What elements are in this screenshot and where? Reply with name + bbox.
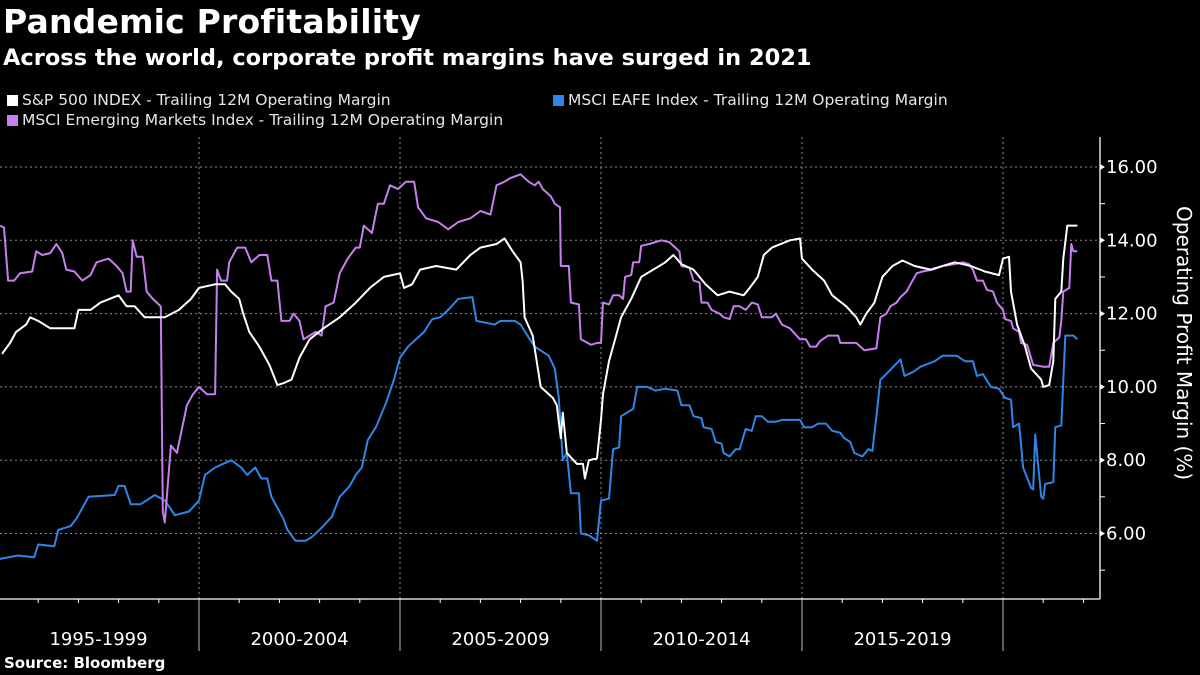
y-tick-marker	[1100, 457, 1105, 464]
y-tick-label: 6.00	[1106, 524, 1146, 545]
x-period-label: 1995-1999	[49, 629, 147, 650]
y-tick-label: 16.00	[1106, 157, 1158, 178]
y-tick-label: 14.00	[1106, 230, 1158, 251]
legend-swatch-sp500	[7, 94, 18, 106]
x-period-labels: 1995-1999 2000-2004 2005-2009 2010-2014 2015…	[49, 629, 951, 650]
series-line-em	[0, 173, 1078, 524]
y-tick-marker	[1100, 530, 1105, 537]
horizontal-gridlines	[0, 166, 1100, 534]
axes	[0, 137, 1105, 603]
series-line-sp500	[1, 224, 1078, 480]
chart-title: Pandemic Profitability	[3, 2, 421, 41]
y-axis-title: Operating Profit Margin (%)	[1172, 206, 1196, 480]
x-period-label: 2010-2014	[652, 629, 750, 650]
legend-label-eafe: MSCI EAFE Index - Trailing 12M Operating…	[568, 91, 948, 109]
legend-swatch-em	[7, 114, 18, 126]
legend-label-em: MSCI Emerging Markets Index - Trailing 1…	[22, 111, 504, 129]
period-gridlines	[198, 137, 1004, 651]
series-line-eafe	[0, 296, 1079, 560]
series-lines	[0, 173, 1079, 560]
y-tick-marker	[1100, 164, 1105, 170]
y-tick-marker	[1100, 310, 1105, 317]
legend-item-em: MSCI Emerging Markets Index - Trailing 1…	[7, 111, 503, 129]
legend-swatch-eafe	[553, 94, 564, 106]
x-period-label: 2000-2004	[250, 629, 348, 650]
legend-item-sp500: S&P 500 INDEX - Trailing 12M Operating M…	[7, 91, 391, 109]
y-tick-marker	[1100, 237, 1105, 244]
source-note: Source: Bloomberg	[4, 654, 166, 672]
y-tick-label: 12.00	[1106, 304, 1158, 325]
y-tick-labels: 6.00 8.00 10.00 12.00 14.00 16.00	[1106, 157, 1158, 545]
chart-subtitle: Across the world, corporate profit margi…	[3, 45, 812, 71]
y-tick-label: 10.00	[1106, 377, 1158, 398]
x-period-label: 2015-2019	[853, 629, 951, 650]
y-tick-label: 8.00	[1106, 450, 1146, 471]
legend-item-eafe: MSCI EAFE Index - Trailing 12M Operating…	[553, 91, 948, 109]
x-period-label: 2005-2009	[451, 629, 549, 650]
legend-label-sp500: S&P 500 INDEX - Trailing 12M Operating M…	[22, 91, 391, 109]
y-tick-marker	[1100, 383, 1105, 390]
